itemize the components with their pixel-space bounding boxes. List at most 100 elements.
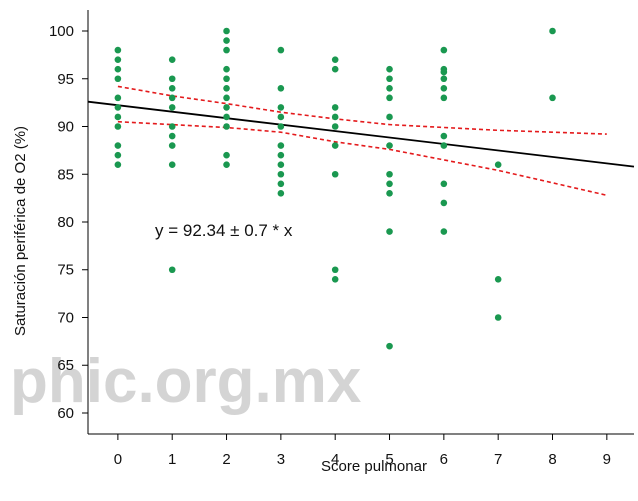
data-point — [169, 142, 176, 149]
data-point — [441, 181, 448, 188]
data-point — [386, 85, 393, 92]
data-point — [441, 69, 448, 76]
data-point — [386, 228, 393, 235]
data-point — [115, 161, 122, 168]
x-tick-label: 2 — [222, 451, 230, 468]
data-point — [332, 171, 339, 178]
data-point — [386, 181, 393, 188]
data-point — [441, 142, 448, 149]
data-point — [169, 75, 176, 82]
data-point — [169, 56, 176, 63]
y-axis-label: Saturación periférica de O2 (%) — [12, 126, 29, 336]
data-point — [223, 85, 230, 92]
data-point — [223, 95, 230, 102]
data-point — [278, 142, 285, 149]
data-point — [115, 56, 122, 63]
data-point — [441, 75, 448, 82]
data-point — [278, 85, 285, 92]
y-tick-label: 75 — [57, 262, 74, 279]
data-point — [115, 142, 122, 149]
x-tick-label: 0 — [114, 451, 122, 468]
data-point — [549, 28, 556, 35]
data-point — [223, 28, 230, 35]
x-tick-label: 3 — [277, 451, 285, 468]
x-tick-label: 8 — [548, 451, 556, 468]
data-point — [169, 104, 176, 111]
data-point — [278, 152, 285, 159]
data-point — [115, 152, 122, 159]
data-point — [386, 171, 393, 178]
data-point — [332, 104, 339, 111]
ci-lower-line — [118, 122, 607, 196]
data-point — [441, 47, 448, 54]
data-point — [169, 123, 176, 130]
data-point — [332, 114, 339, 121]
data-point — [223, 37, 230, 44]
data-point — [495, 276, 502, 283]
y-tick-label: 65 — [57, 357, 74, 374]
data-point — [115, 123, 122, 130]
y-tick-label: 90 — [57, 119, 74, 136]
data-point — [386, 190, 393, 197]
y-tick-label: 95 — [57, 71, 74, 88]
data-point — [278, 104, 285, 111]
ci-upper-line — [118, 86, 607, 134]
y-tick-label: 70 — [57, 309, 74, 326]
data-point — [495, 314, 502, 321]
data-point — [169, 161, 176, 168]
data-point — [386, 343, 393, 350]
y-tick-label: 85 — [57, 166, 74, 183]
data-point — [223, 152, 230, 159]
data-point — [441, 133, 448, 140]
data-point — [386, 66, 393, 73]
data-point — [332, 123, 339, 130]
data-point — [223, 123, 230, 130]
data-point — [441, 200, 448, 207]
data-point — [386, 142, 393, 149]
data-point — [115, 66, 122, 73]
x-tick-label: 1 — [168, 451, 176, 468]
data-point — [278, 181, 285, 188]
data-point — [223, 47, 230, 54]
data-point — [223, 75, 230, 82]
x-tick-label: 7 — [494, 451, 502, 468]
data-point — [495, 161, 502, 168]
data-point — [278, 161, 285, 168]
data-point — [169, 133, 176, 140]
y-tick-label: 100 — [49, 23, 74, 40]
data-point — [278, 123, 285, 130]
data-point — [115, 95, 122, 102]
data-point — [115, 104, 122, 111]
data-point — [278, 47, 285, 54]
data-point — [278, 171, 285, 178]
data-point — [169, 85, 176, 92]
data-point — [223, 104, 230, 111]
data-point — [223, 114, 230, 121]
data-point — [332, 56, 339, 63]
x-axis-label: Score pulmonar — [321, 458, 427, 475]
data-point — [441, 228, 448, 235]
data-point — [441, 95, 448, 102]
x-tick-label: 9 — [603, 451, 611, 468]
data-point — [332, 66, 339, 73]
data-point — [278, 114, 285, 121]
data-point — [386, 75, 393, 82]
y-tick-label: 60 — [57, 405, 74, 422]
y-tick-label: 80 — [57, 214, 74, 231]
data-point — [332, 142, 339, 149]
data-point — [169, 95, 176, 102]
data-point — [169, 266, 176, 273]
data-point — [115, 75, 122, 82]
data-point — [223, 66, 230, 73]
data-point — [332, 266, 339, 273]
x-tick-label: 6 — [440, 451, 448, 468]
data-point — [386, 95, 393, 102]
data-point — [223, 161, 230, 168]
data-point — [115, 47, 122, 54]
data-point — [549, 95, 556, 102]
data-point — [115, 114, 122, 121]
data-point — [332, 276, 339, 283]
data-point — [441, 85, 448, 92]
regression-equation: y = 92.34 ± 0.7 * x — [155, 221, 293, 240]
